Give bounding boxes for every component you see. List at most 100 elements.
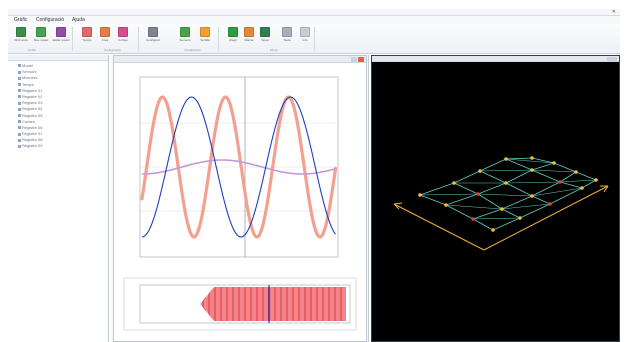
sensor-node[interactable] <box>518 216 522 220</box>
sensor-node[interactable] <box>558 180 562 184</box>
mesh-edge <box>445 204 474 220</box>
sensor-node[interactable] <box>491 228 495 232</box>
mesh-edge <box>581 179 597 189</box>
ribbon-button-1[interactable]: Nou model <box>32 26 50 50</box>
menu-item-ajuda[interactable]: Ajuda <box>72 17 85 23</box>
ribbon-button-label: Freq <box>101 38 109 42</box>
sensor-node[interactable] <box>478 169 482 173</box>
sensor-node[interactable] <box>530 194 534 198</box>
tree-item[interactable]: Corbes <box>18 119 108 125</box>
sensor-node[interactable] <box>552 161 556 165</box>
tree-item[interactable]: Model <box>18 63 108 69</box>
tree-item-label: Registre 03 <box>22 100 43 106</box>
ribbon-group-label: Configuració <box>104 48 121 52</box>
ribbon-button-12[interactable]: Taula <box>278 26 296 50</box>
ribbon-button-0[interactable]: Obrir arxiu <box>12 26 30 50</box>
signal-blue-curve <box>141 96 336 238</box>
tree-node-icon <box>18 138 21 142</box>
axis-x <box>393 203 485 251</box>
sensor-node[interactable] <box>530 156 534 160</box>
tree-item[interactable]: Registre 07 <box>18 131 108 137</box>
tree-item-label: Registre 04 <box>22 106 43 112</box>
mesh-edge <box>505 158 533 171</box>
tree-item-label: Temps <box>22 81 34 87</box>
ribbon-button-label: Sensors <box>179 38 191 42</box>
3d-view-canvas[interactable] <box>372 62 619 341</box>
close-window-icon[interactable]: ✕ <box>611 9 616 15</box>
tree-item-label: Registre 09 <box>22 143 43 149</box>
ribbon-button-5[interactable]: Corbes <box>114 26 132 50</box>
mesh-edge <box>559 171 577 183</box>
close-window-button[interactable] <box>358 57 364 62</box>
tree-item-label: Registre 01 <box>22 87 43 93</box>
sensor-node[interactable] <box>530 168 534 172</box>
sensor-node[interactable] <box>444 203 448 207</box>
mesh-edge <box>453 182 479 195</box>
ribbon-separator <box>314 27 315 51</box>
sensor-node[interactable] <box>548 202 552 206</box>
ribbon-button-icon <box>300 27 310 37</box>
sensor-node[interactable] <box>504 181 508 185</box>
ribbon-button-label: Editar model <box>52 38 70 42</box>
ribbon-button-label: Afegir <box>229 38 237 42</box>
tree-item[interactable]: Registre 09 <box>18 143 108 149</box>
tree-item[interactable]: Registre 04 <box>18 106 108 112</box>
ribbon-group-label: Gràfic <box>28 48 37 52</box>
ribbon-button-6[interactable]: Configurar <box>144 26 162 50</box>
ribbon-button-label: Veure <box>261 38 269 42</box>
sensor-node[interactable] <box>418 193 422 197</box>
tree-item[interactable]: Registre 02 <box>18 94 108 100</box>
sensor-node[interactable] <box>471 217 475 221</box>
tree-item[interactable]: Registre 05 <box>18 113 108 119</box>
tree-item-label: Model <box>22 63 33 68</box>
mesh-edge <box>575 171 597 181</box>
ribbon-button-4[interactable]: Freq <box>96 26 114 50</box>
tree-panel-header <box>8 55 108 61</box>
ribbon-separator <box>138 27 139 51</box>
menu-item-configuracio[interactable]: Configuració <box>36 17 65 23</box>
ribbon-button-3[interactable]: Temps <box>78 26 96 50</box>
mesh-edge <box>501 195 533 210</box>
mesh-edge <box>505 157 533 160</box>
center-panel <box>111 55 369 342</box>
tree-item[interactable]: Sensors <box>18 69 108 75</box>
sensor-node[interactable] <box>580 186 584 190</box>
mesh-edge <box>472 208 503 220</box>
tree-item[interactable]: Temps <box>18 82 108 88</box>
ribbon-button-7[interactable]: Sensors <box>176 26 194 50</box>
maximize-window-button[interactable] <box>351 57 357 62</box>
ribbon-button-2[interactable]: Editar model <box>52 26 70 50</box>
ribbon-button-13[interactable]: Info <box>296 26 314 50</box>
tree-item[interactable]: Mesures <box>18 75 108 81</box>
ribbon-button-label: Nou model <box>33 38 49 42</box>
ribbon-button-10[interactable]: Marcar <box>240 26 258 50</box>
tree-item[interactable]: Registre 08 <box>18 137 108 143</box>
ribbon-toolbar: Obrir arxiu Nou model Editar model Temps Fre… <box>8 24 620 54</box>
menu-item-grafic[interactable]: Gràfic <box>14 17 28 23</box>
ribbon-button-8[interactable]: Sortida <box>196 26 214 50</box>
sensor-node[interactable] <box>504 157 508 161</box>
signal-red-curve <box>140 95 338 239</box>
title-bar: ✕ <box>8 9 620 16</box>
time-chart-canvas[interactable] <box>114 63 366 341</box>
tree-item[interactable]: Registre 06 <box>18 125 108 131</box>
sensor-node[interactable] <box>452 181 456 185</box>
tree-node-icon <box>18 95 21 99</box>
3d-view-panel <box>371 55 620 342</box>
mesh-diagonal <box>501 203 551 210</box>
tree-item[interactable]: Registre 01 <box>18 88 108 94</box>
ribbon-button-9[interactable]: Afegir <box>224 26 242 50</box>
time-chart-window <box>113 55 367 342</box>
tree-item[interactable]: Registre 03 <box>18 100 108 106</box>
ribbon-group-label: Eines <box>270 48 278 52</box>
mesh-edge <box>531 181 561 197</box>
ribbon-button-11[interactable]: Veure <box>256 26 274 50</box>
mesh-diagonal <box>505 181 561 184</box>
ribbon-button-label: Corbes <box>118 38 128 42</box>
sensor-node[interactable] <box>574 170 578 174</box>
mesh-diagonal <box>445 204 503 210</box>
sensor-node[interactable] <box>594 178 598 182</box>
sensor-node[interactable] <box>476 192 480 196</box>
3d-view-window-controls[interactable] <box>607 57 617 61</box>
sensor-node[interactable] <box>500 207 504 211</box>
